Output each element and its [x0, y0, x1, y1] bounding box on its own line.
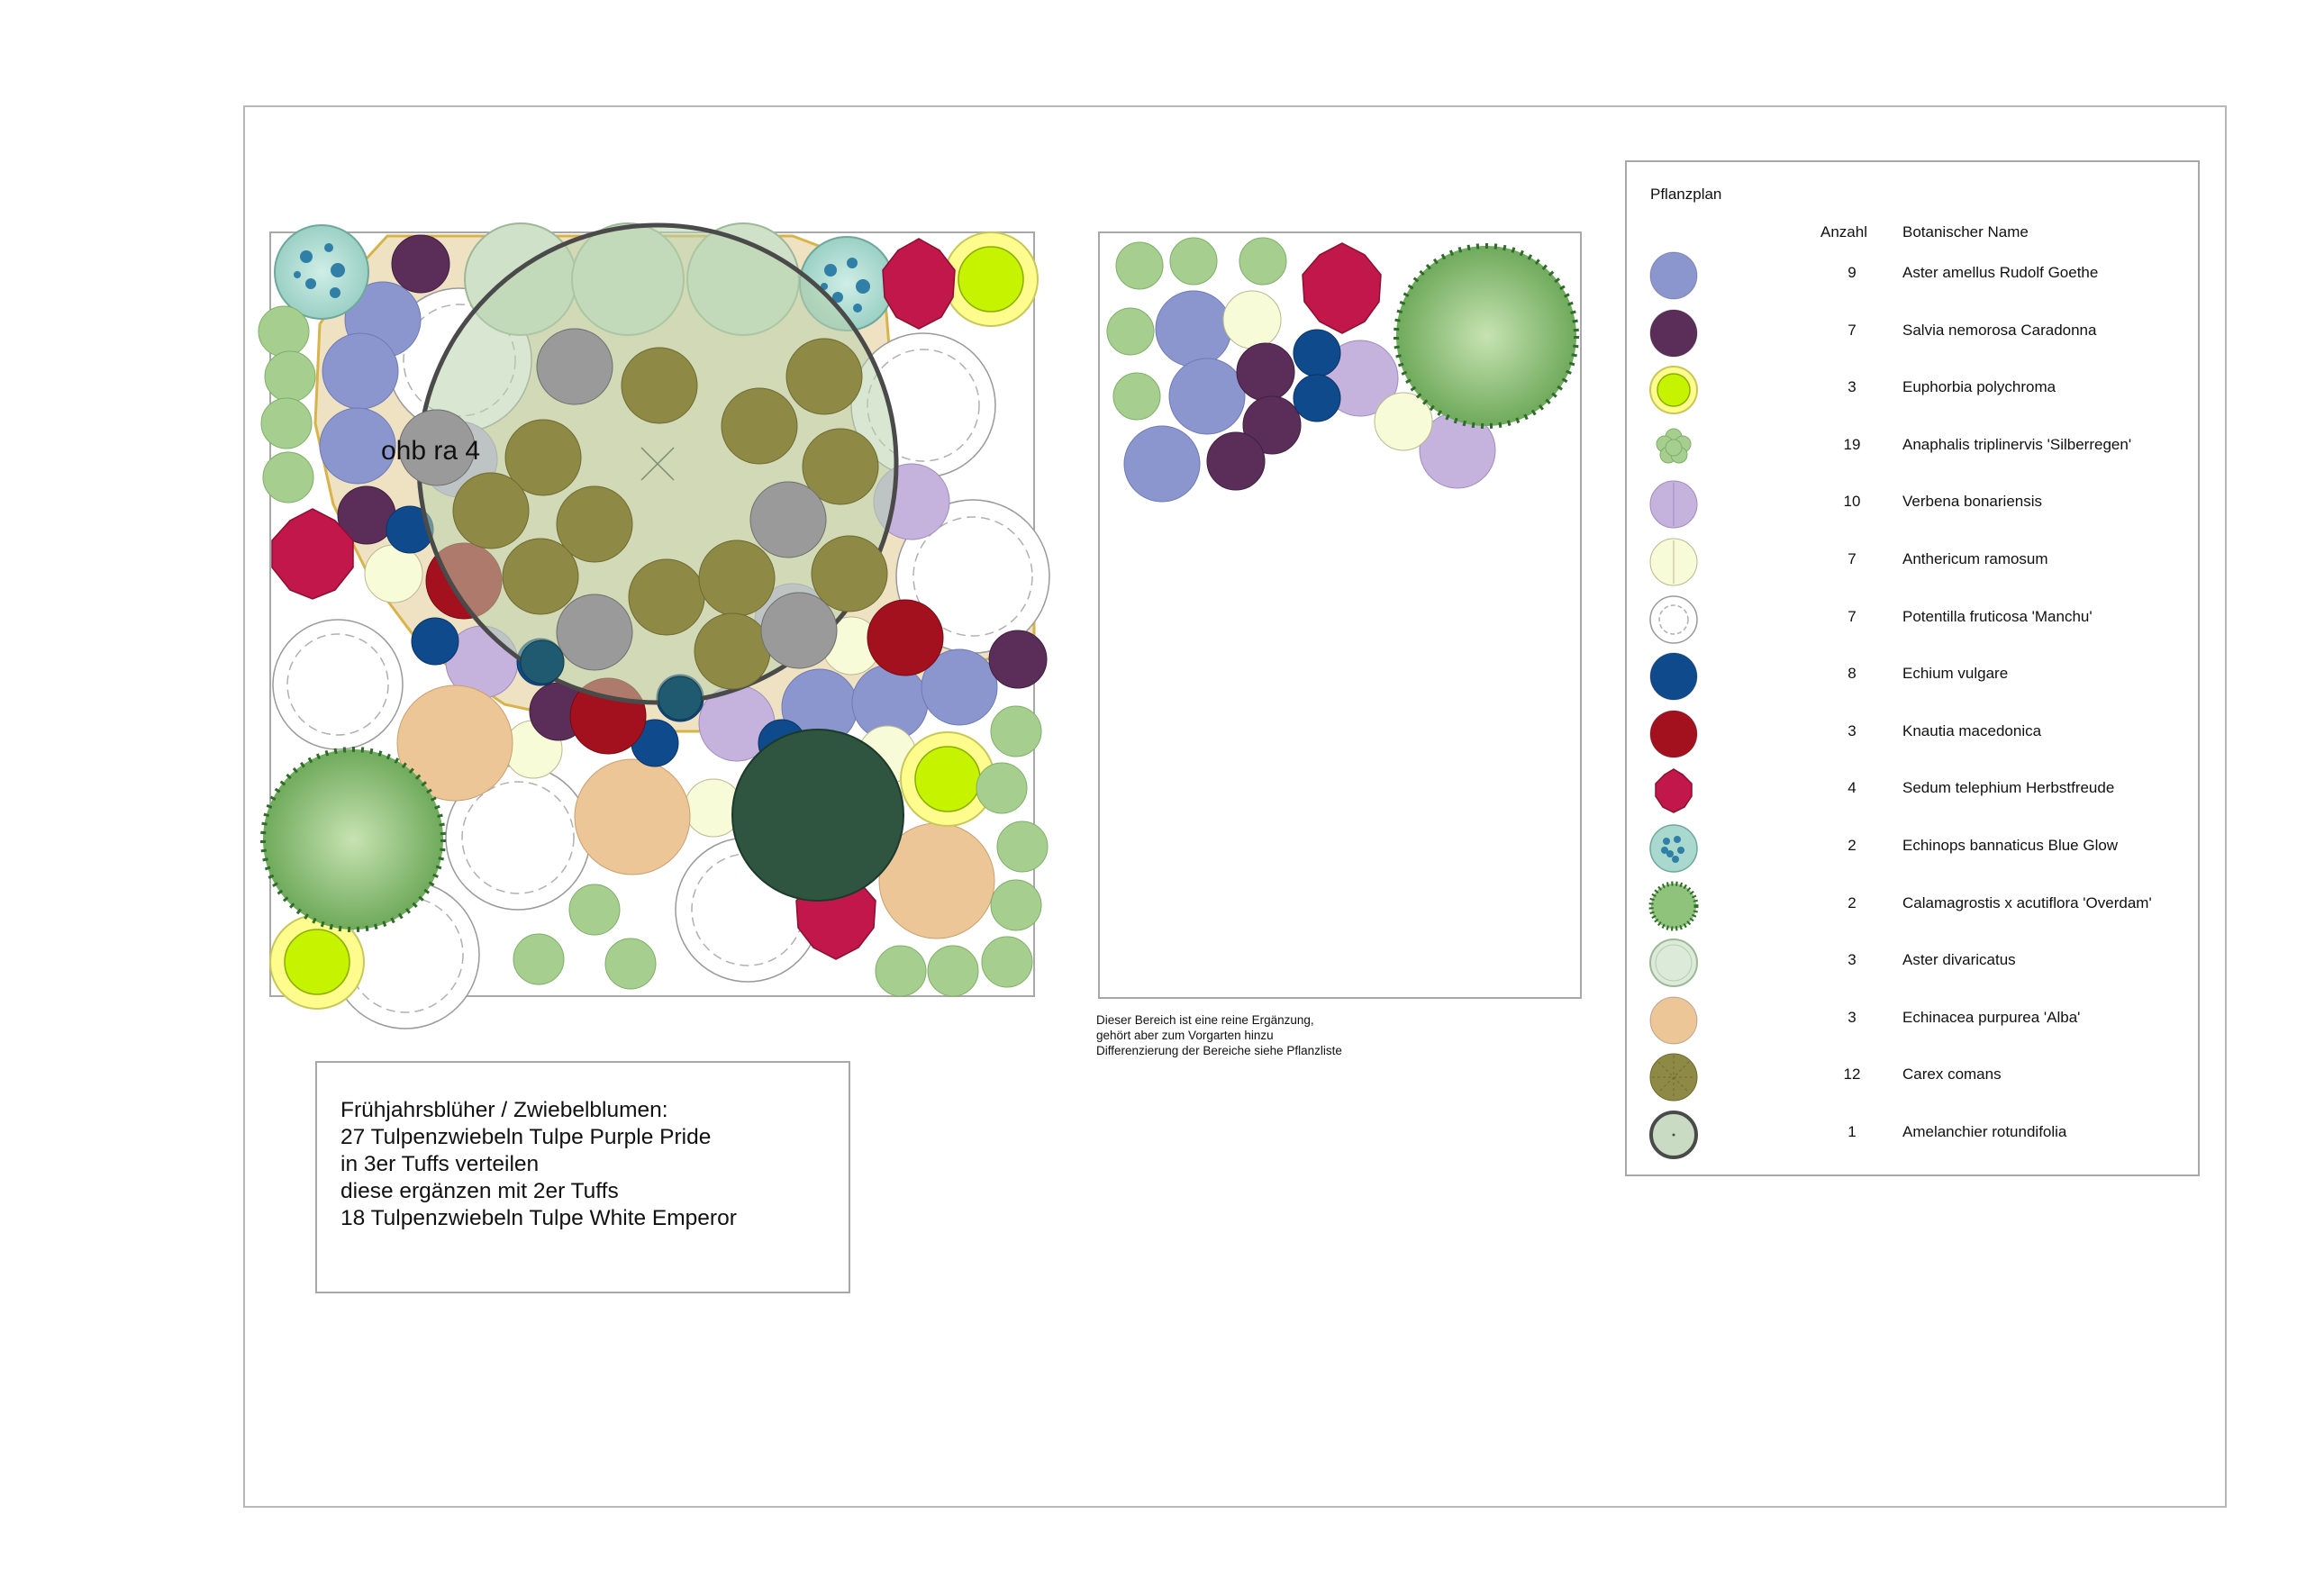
legend-count: 2 [1848, 893, 1857, 911]
spring-bulbs-note: Frühjahrsblüher / Zwiebelblumen: 27 Tulp… [315, 1061, 850, 1293]
gray-plants [398, 328, 838, 671]
legend-row: 12 Carex comans [1627, 1047, 2200, 1102]
legend-row: 10 Verbena bonariensis [1627, 475, 2200, 529]
legend-plant-name: Verbena bonariensis [1902, 493, 2043, 511]
verbena-icon [1647, 477, 1701, 531]
legend-plant-name: Sedum telephium Herbstfreude [1902, 779, 2115, 797]
legend-row: 7 Anthericum ramosum [1627, 532, 2200, 586]
legend-row: 2 Echinops bannaticus Blue Glow [1627, 819, 2200, 873]
amelanchier-icon [1647, 1108, 1701, 1162]
anaphalis-icon [1647, 421, 1701, 475]
legend-row: 3 Aster divaricatus [1627, 933, 2200, 990]
legend-count: 7 [1848, 550, 1857, 567]
legend-row: 7 Salvia nemorosa Caradonna [1627, 304, 2200, 358]
legend-count: 12 [1843, 1066, 1861, 1084]
anthericum-icon [1647, 535, 1701, 589]
legend-column-name: Botanischer Name [1902, 223, 2029, 240]
legend-count: 2 [1848, 837, 1857, 854]
legend-count: 1 [1848, 1123, 1857, 1140]
bed-label: ohb ra 4 [381, 436, 480, 466]
legend-plant-name: Amelanchier rotundifolia [1902, 1123, 2067, 1140]
echinops-dots [294, 243, 870, 313]
legend-count: 3 [1848, 378, 1857, 396]
echinacea-icon [1647, 993, 1701, 1047]
calamagrostis-icon [1647, 879, 1701, 933]
legend-plant-name: Echinacea purpurea 'Alba' [1902, 1008, 2081, 1026]
legend-count: 3 [1848, 951, 1857, 969]
legend-count: 8 [1848, 665, 1857, 683]
legend-count: 4 [1848, 779, 1857, 797]
aster-amellus-plants [319, 281, 1246, 746]
salvia-icon [1647, 306, 1701, 360]
planting-legend: Pflanzplan Anzahl Botanischer Name 9 Aste… [1625, 160, 2200, 1176]
echium-icon [1647, 649, 1701, 703]
euphorbia-icon [1647, 363, 1701, 417]
note-line: 27 Tulpenzwiebeln Tulpe Purple Pride [340, 1125, 712, 1149]
legend-row: 2 Calamagrostis x acutiflora 'Overdam' [1627, 876, 2200, 933]
legend-plant-name: Anthericum ramosum [1902, 550, 2048, 567]
legend-title: Pflanzplan [1650, 186, 1722, 203]
legend-plant-name: Carex comans [1902, 1066, 2002, 1084]
legend-plant-name: Aster divaricatus [1902, 951, 2016, 969]
legend-count: 9 [1848, 264, 1857, 281]
legend-row: 3 Knautia macedonica [1627, 704, 2200, 758]
side-note-line: gehört aber zum Vorgarten hinzu [1096, 1029, 1274, 1042]
anaphalis-plants [258, 237, 1287, 997]
legend-row: 8 Echium vulgare [1627, 647, 2200, 701]
note-line: in 3er Tuffs verteilen [340, 1152, 540, 1176]
carex-icon [1647, 1050, 1701, 1104]
legend-row: 19 Anaphalis triplinervis 'Silberregen' [1627, 418, 2200, 472]
echinacea-plants [396, 685, 995, 939]
potentilla-icon [1647, 593, 1701, 647]
legend-plant-name: Echinops bannaticus Blue Glow [1902, 837, 2119, 854]
legend-plant-name: Knautia macedonica [1902, 721, 2042, 739]
amelanchier-center-mark [640, 447, 675, 481]
legend-plant-name: Aster amellus Rudolf Goethe [1902, 264, 2099, 281]
side-bed-outline [1098, 231, 1582, 999]
knautia-icon [1647, 707, 1701, 761]
legend-plant-name: Salvia nemorosa Caradonna [1902, 321, 2097, 339]
salvia-plants [337, 234, 1302, 741]
legend-count: 10 [1843, 493, 1861, 511]
legend-row: 9 Aster amellus Rudolf Goethe [1627, 246, 2200, 300]
dark-shrub [731, 729, 904, 902]
calamagrostis-plants [260, 243, 1579, 932]
teal-plants [520, 639, 703, 721]
legend-plant-name: Echium vulgare [1902, 665, 2009, 683]
note-line: Frühjahrsblüher / Zwiebelblumen: [340, 1098, 668, 1122]
sedum-icon [1647, 764, 1701, 818]
potentilla-inner [286, 304, 1033, 1013]
side-note-line: Dieser Bereich ist eine reine Ergänzung, [1096, 1013, 1314, 1027]
legend-row: 3 Echinacea purpurea 'Alba' [1627, 991, 2200, 1045]
side-note-line: Differenzierung der Bereiche siehe Pflan… [1096, 1044, 1342, 1057]
legend-count: 7 [1848, 321, 1857, 339]
legend-row: 1 Amelanchier rotundifolia [1627, 1105, 2200, 1159]
legend-plant-name: Anaphalis triplinervis 'Silberregen' [1902, 435, 2132, 453]
legend-column-count: Anzahl [1820, 223, 1867, 240]
legend-plant-name: Euphorbia polychroma [1902, 378, 2056, 396]
aster-amellus-icon [1647, 249, 1701, 303]
legend-plant-name: Calamagrostis x acutiflora 'Overdam' [1902, 893, 2152, 911]
euphorbia-plants [269, 231, 1039, 1010]
legend-row: 4 Sedum telephium Herbstfreude [1627, 761, 2200, 815]
note-line: diese ergänzen mit 2er Tuffs [340, 1179, 619, 1203]
drawing-sheet [243, 105, 2227, 1508]
legend-count: 7 [1848, 607, 1857, 625]
side-area-note: Dieser Bereich ist eine reine Ergänzung,… [1096, 1012, 1342, 1058]
note-line: 18 Tulpenzwiebeln Tulpe White Emperor [340, 1206, 737, 1230]
aster-divaricatus-icon [1647, 936, 1701, 990]
legend-count: 19 [1843, 435, 1861, 453]
legend-row: 7 Potentilla fruticosa 'Manchu' [1627, 590, 2200, 644]
legend-count: 3 [1848, 1008, 1857, 1026]
legend-row: 3 Euphorbia polychroma [1627, 360, 2200, 417]
echinops-icon [1647, 821, 1701, 875]
legend-plant-name: Potentilla fruticosa 'Manchu' [1902, 607, 2093, 625]
carex-plants [452, 338, 888, 690]
legend-count: 3 [1848, 721, 1857, 739]
